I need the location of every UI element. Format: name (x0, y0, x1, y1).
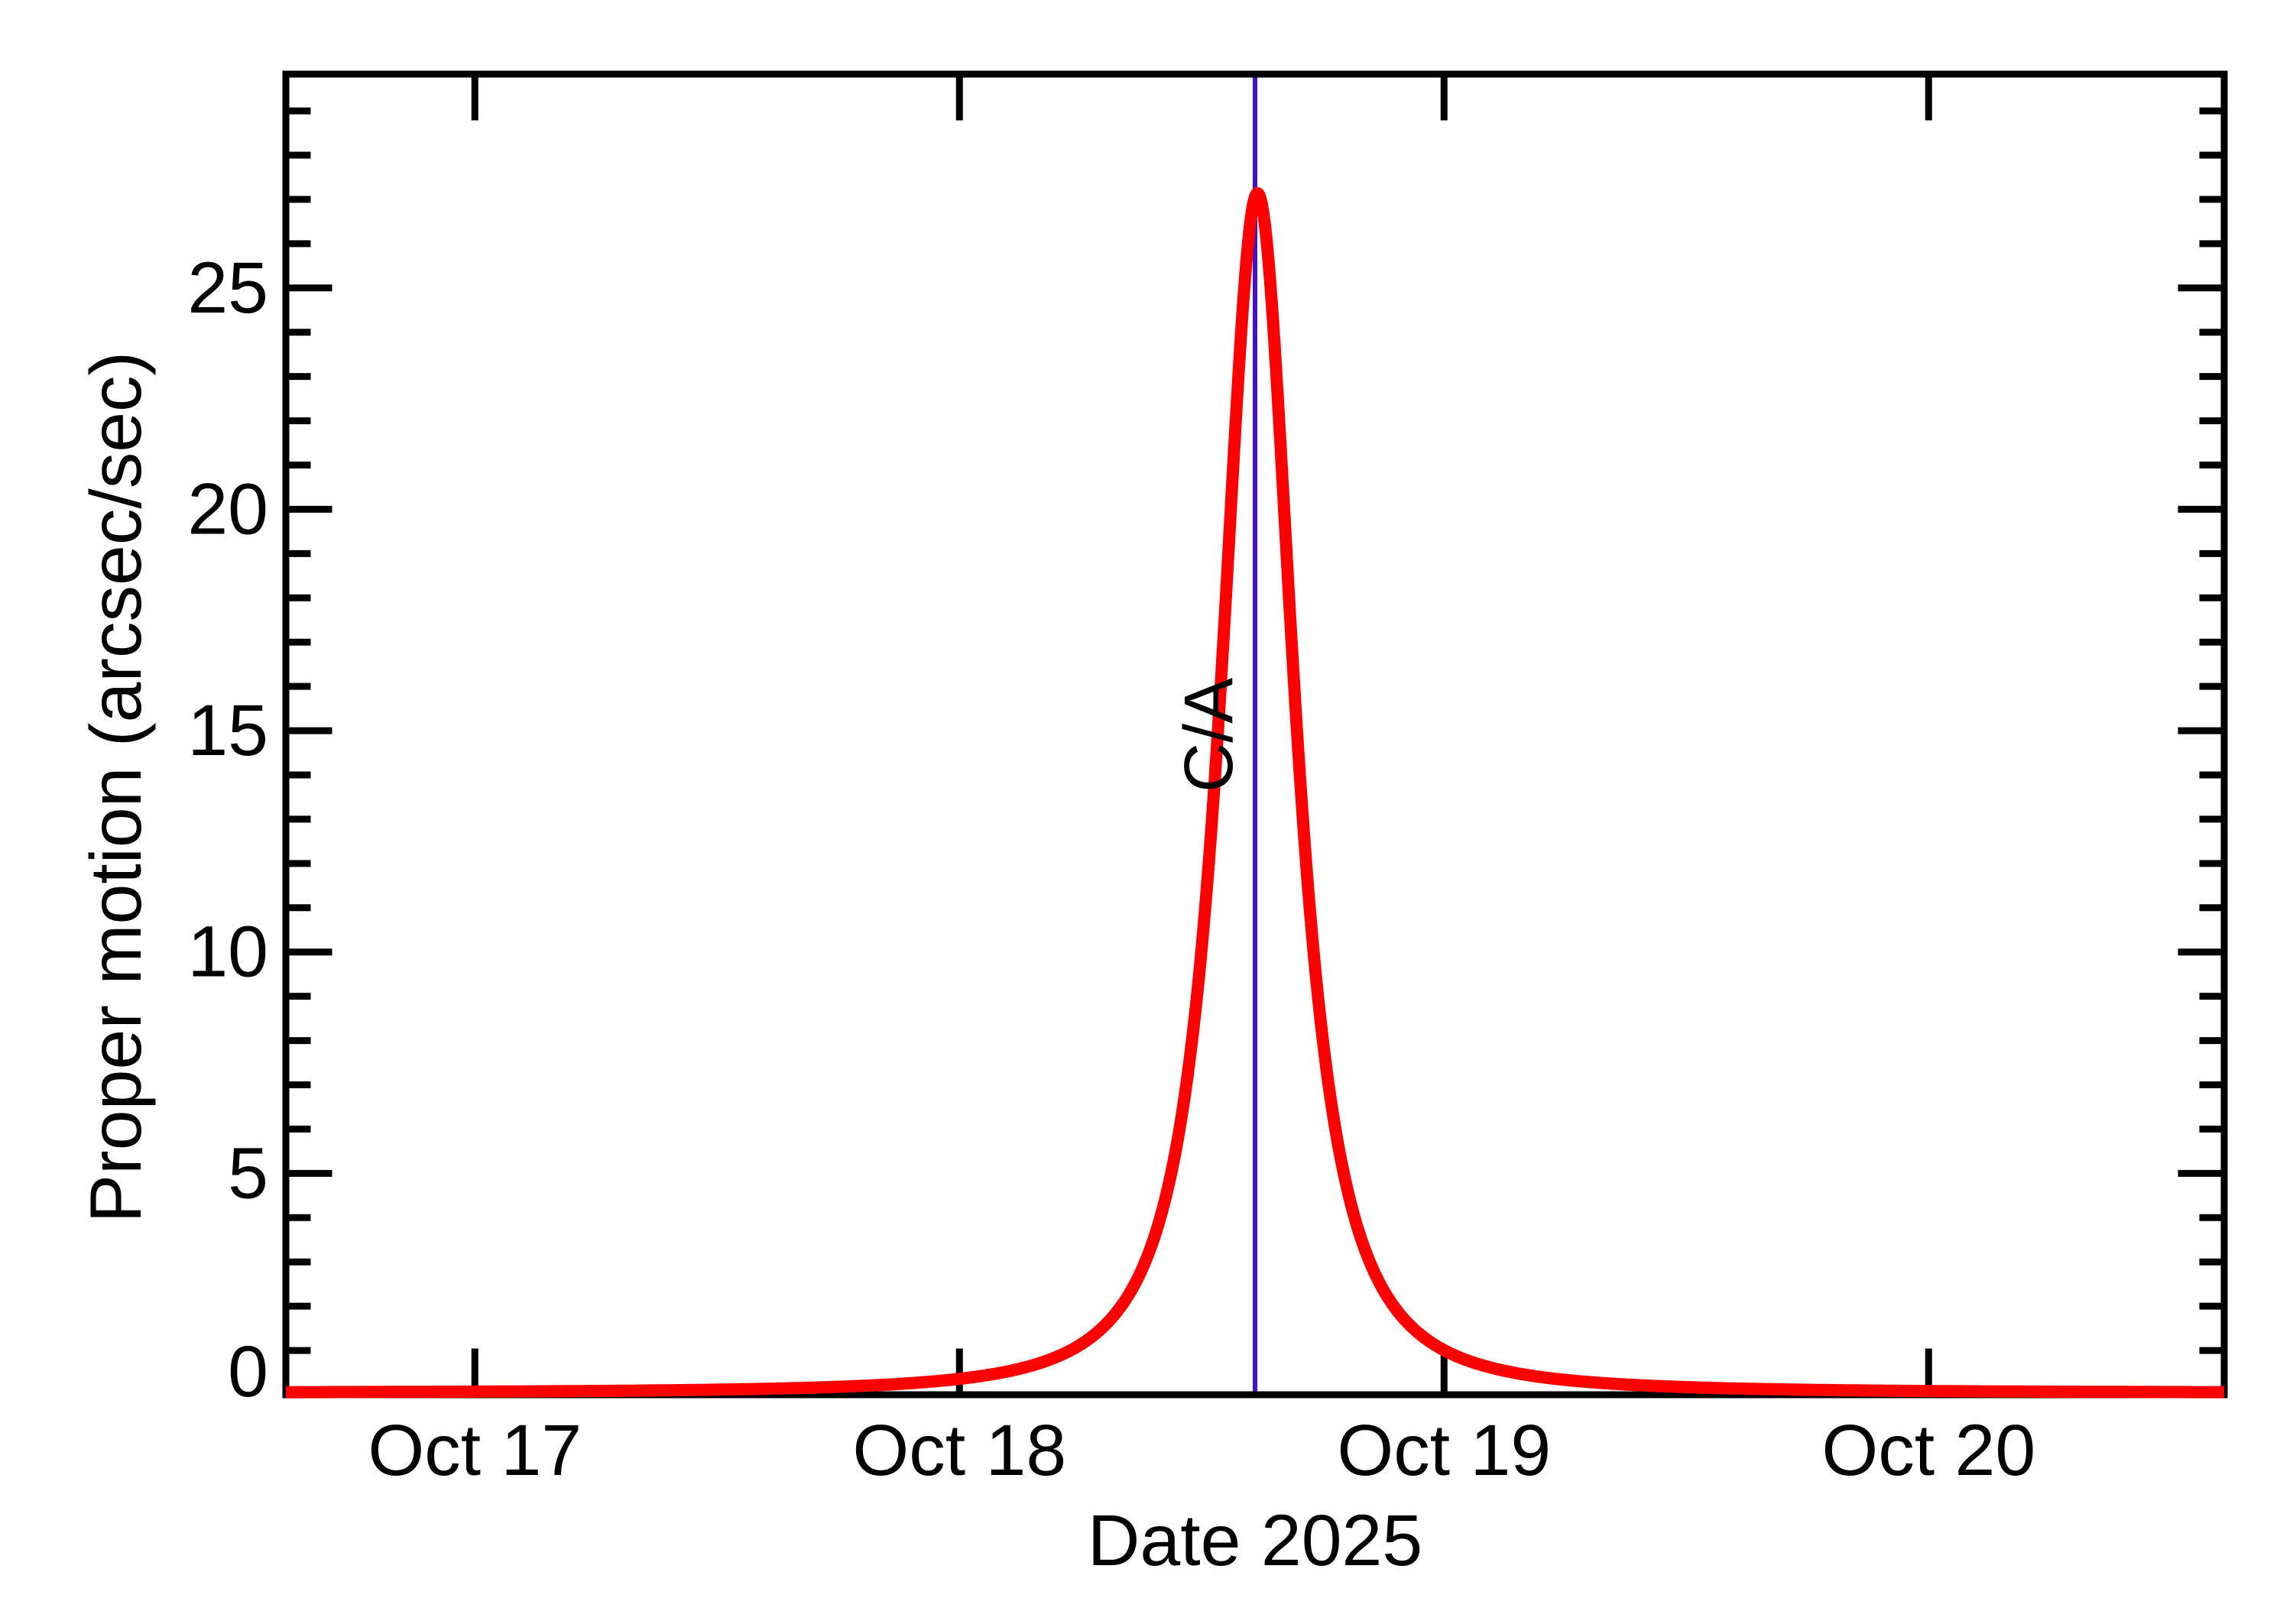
y-tick-label: 20 (187, 468, 268, 549)
plot-frame (282, 70, 2228, 1399)
y-tick-label: 25 (187, 248, 268, 329)
y-axis-title: Proper motion (arcsec/sec) (76, 352, 157, 1223)
proper-motion-curve (281, 186, 2229, 1399)
y-tick-label: 15 (187, 690, 268, 771)
x-axis-title: Date 2025 (1088, 1500, 1422, 1581)
x-tick-label: Oct 17 (368, 1410, 582, 1491)
y-tick-label: 5 (228, 1133, 268, 1214)
close-approach-label: C/A (1171, 678, 1247, 793)
y-tick-labels: 0 5 10 15 20 25 (187, 248, 268, 1412)
x-tick-label: Oct 20 (1821, 1410, 2035, 1491)
x-tick-label: Oct 19 (1337, 1410, 1551, 1491)
x-tick-labels: Oct 17 Oct 18 Oct 19 Oct 20 (368, 1410, 2035, 1491)
y-tick-label: 0 (228, 1331, 268, 1412)
y-tick-label: 10 (187, 912, 268, 993)
x-tick-label: Oct 18 (852, 1410, 1066, 1491)
